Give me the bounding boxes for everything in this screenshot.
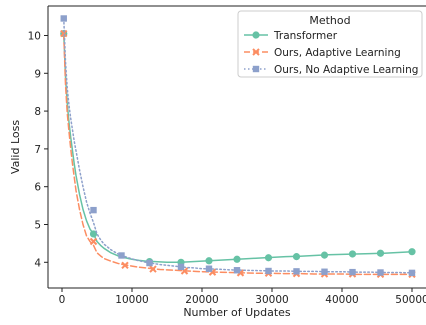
data-point [147, 260, 153, 266]
data-point [61, 16, 67, 22]
y-tick-label: 6 [34, 182, 41, 194]
data-point [206, 266, 212, 272]
data-point [378, 270, 384, 276]
y-tick-label: 9 [34, 68, 41, 80]
data-point [322, 269, 328, 275]
data-point [294, 269, 300, 275]
data-point [266, 268, 272, 274]
legend-label: Ours, No Adaptive Learning [274, 64, 418, 76]
x-tick-label: 20000 [185, 294, 218, 306]
y-tick-label: 4 [34, 257, 41, 269]
data-point [349, 251, 355, 257]
data-point [409, 270, 415, 276]
data-point [350, 269, 356, 275]
data-point [234, 256, 240, 262]
legend-label: Transformer [273, 30, 338, 42]
data-point [206, 258, 212, 264]
data-point [91, 207, 97, 213]
data-point [321, 252, 327, 258]
x-tick-label: 10000 [115, 294, 148, 306]
y-tick-label: 8 [34, 106, 41, 118]
y-axis-label: Valid Loss [9, 120, 22, 174]
data-point [91, 239, 97, 245]
x-tick-label: 30000 [255, 294, 288, 306]
data-point [178, 264, 184, 270]
data-point [265, 255, 271, 261]
legend-title: Method [309, 14, 350, 27]
x-tick-label: 0 [59, 294, 66, 306]
data-point [377, 250, 383, 256]
data-point [119, 253, 125, 259]
x-tick-label: 50000 [395, 294, 426, 306]
x-axis-label: Number of Updates [183, 306, 291, 319]
legend-marker [253, 32, 259, 38]
data-point [234, 267, 240, 273]
legend: Method Transformer Ours, Adaptive Learnin… [238, 11, 422, 77]
y-tick-label: 7 [34, 144, 41, 156]
legend-label: Ours, Adaptive Learning [274, 47, 401, 59]
y-tick-label: 5 [34, 219, 41, 231]
data-point [409, 249, 415, 255]
data-point [293, 253, 299, 259]
x-tick-label: 40000 [325, 294, 358, 306]
legend-marker [253, 66, 259, 72]
y-tick-label: 10 [28, 30, 41, 42]
